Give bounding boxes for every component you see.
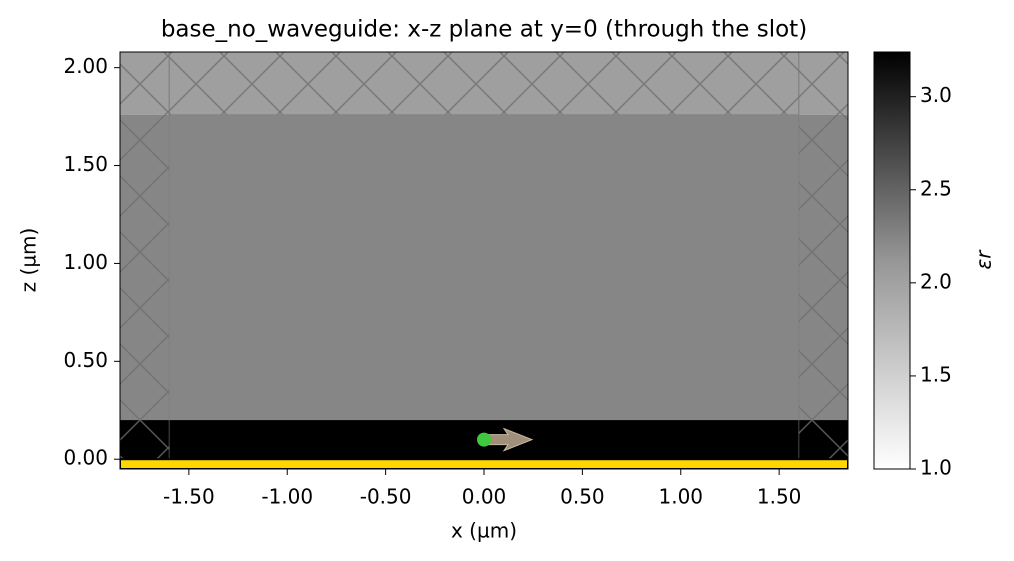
colorbar-label: εr	[972, 249, 996, 270]
chart-title: base_no_waveguide: x-z plane at y=0 (thr…	[161, 17, 807, 43]
colorbar-tick-label: 1.0	[920, 456, 952, 480]
x-tick-label: 0.50	[560, 485, 605, 509]
pml-region	[120, 52, 170, 469]
colorbar-tick-label: 2.0	[920, 269, 952, 293]
x-tick-label: -1.50	[163, 485, 215, 509]
x-axis-label: x (µm)	[451, 519, 517, 543]
x-tick-label: -1.00	[261, 485, 313, 509]
colorbar-tick-label: 1.5	[920, 362, 952, 386]
x-tick-label: 0.00	[462, 485, 507, 509]
colorbar-tick-label: 3.0	[920, 83, 952, 107]
source-point	[477, 432, 491, 447]
y-tick-label: 0.00	[63, 446, 108, 470]
pml-region	[798, 52, 848, 469]
permittivity-region	[120, 114, 848, 421]
y-axis-label: z (µm)	[17, 228, 41, 293]
plot-area	[120, 52, 848, 469]
y-tick-label: 0.50	[63, 348, 108, 372]
x-tick-label: -0.50	[360, 485, 412, 509]
y-tick-label: 1.00	[63, 250, 108, 274]
pml-region	[168, 52, 800, 116]
colorbar	[873, 51, 911, 470]
y-tick-label: 2.00	[63, 54, 108, 78]
colorbar-tick-label: 2.5	[920, 176, 952, 200]
x-tick-label: 1.50	[757, 485, 802, 509]
y-tick-label: 1.50	[63, 152, 108, 176]
pec-region	[120, 458, 848, 469]
x-tick-label: 1.00	[658, 485, 703, 509]
